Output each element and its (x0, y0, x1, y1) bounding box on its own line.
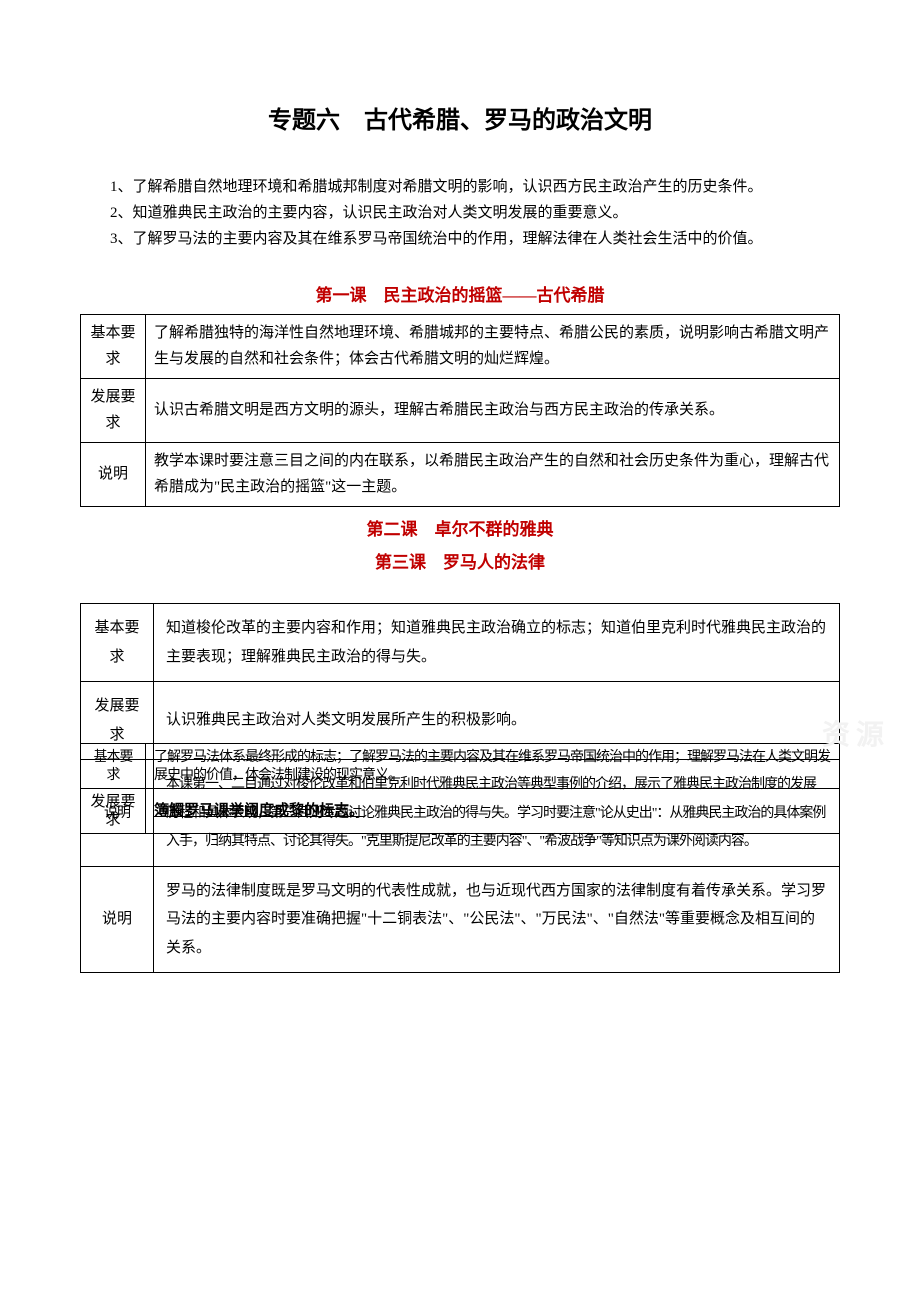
page: 专题六 古代希腊、罗马的政治文明 1、了解希腊自然地理环境和希腊城邦制度对希腊文… (0, 0, 920, 1033)
row-label: 说明 (81, 866, 154, 973)
lesson1-title: 第一课 民主政治的摇篮——古代希腊 (80, 281, 840, 306)
main-title: 专题六 古代希腊、罗马的政治文明 (80, 100, 840, 135)
intro-line-2: 2、知道雅典民主政治的主要内容，认识民主政治对人类文明发展的重要意义。 (80, 201, 840, 225)
row-text: 知道梭伦改革的主要内容和作用；知道雅典民主政治确立的标志；知道伯里克利时代雅典民… (154, 604, 840, 682)
lesson2-title: 第二课 卓尔不群的雅典 (80, 515, 840, 540)
row-label: 发展要求 (81, 682, 154, 760)
table-row: 发展要求 认识古希腊文明是西方文明的源头，理解古希腊民主政治与西方民主政治的传承… (81, 379, 840, 443)
intro-line-1: 1、了解希腊自然地理环境和希腊城邦制度对希腊文明的影响，认识西方民主政治产生的历… (80, 175, 840, 199)
row-text: 认识雅典民主政治对人类文明发展所产生的积极影响。 (154, 682, 840, 760)
row-label: 说明 (81, 760, 154, 867)
lesson3-title: 第三课 罗马人的法律 (80, 548, 840, 573)
row-text: 教学本课时要注意三目之间的内在联系，以希腊民主政治产生的自然和社会历史条件为重心… (146, 443, 840, 507)
table-row: 发展要求 认识雅典民主政治对人类文明发展所产生的积极影响。 (81, 682, 840, 760)
table-row: 说明 教学本课时要注意三目之间的内在联系，以希腊民主政治产生的自然和社会历史条件… (81, 443, 840, 507)
table-row: 说明 罗马的法律制度既是罗马文明的代表性成就，也与近现代西方国家的法律制度有着传… (81, 866, 840, 973)
row-label: 基本要求 (81, 604, 154, 682)
lesson2-3-table: 基本要求 知道梭伦改革的主要内容和作用；知道雅典民主政治确立的标志；知道伯里克利… (80, 603, 840, 973)
row-text: 本课第一、二目通过对梭伦改革和伯里克利时代雅典民主政治等典型事例的介绍，展示了雅… (154, 760, 840, 867)
table-row: 基本要求 知道梭伦改革的主要内容和作用；知道雅典民主政治确立的标志；知道伯里克利… (81, 604, 840, 682)
table-row: 说明 本课第一、二目通过对梭伦改革和伯里克利时代雅典民主政治等典型事例的介绍，展… (81, 760, 840, 867)
lesson1-table: 基本要求 了解希腊独特的海洋性自然地理环境、希腊城邦的主要特点、希腊公民的素质，… (80, 314, 840, 507)
overlap-area: 基本要求 知道梭伦改革的主要内容和作用；知道雅典民主政治确立的标志；知道伯里克利… (80, 603, 840, 973)
row-label: 说明 (81, 443, 146, 507)
intro-line-3: 3、了解罗马法的主要内容及其在维系罗马帝国统治中的作用，理解法律在人类社会生活中… (80, 227, 840, 251)
watermark-text: 资源 (822, 713, 890, 753)
row-label: 基本要求 (81, 315, 146, 379)
row-text: 认识古希腊文明是西方文明的源头，理解古希腊民主政治与西方民主政治的传承关系。 (146, 379, 840, 443)
row-label: 发展要求 (81, 379, 146, 443)
intro-block: 1、了解希腊自然地理环境和希腊城邦制度对希腊文明的影响，认识西方民主政治产生的历… (80, 175, 840, 251)
row-text: 罗马的法律制度既是罗马文明的代表性成就，也与近现代西方国家的法律制度有着传承关系… (154, 866, 840, 973)
table-row: 基本要求 了解希腊独特的海洋性自然地理环境、希腊城邦的主要特点、希腊公民的素质，… (81, 315, 840, 379)
row-text: 了解希腊独特的海洋性自然地理环境、希腊城邦的主要特点、希腊公民的素质，说明影响古… (146, 315, 840, 379)
